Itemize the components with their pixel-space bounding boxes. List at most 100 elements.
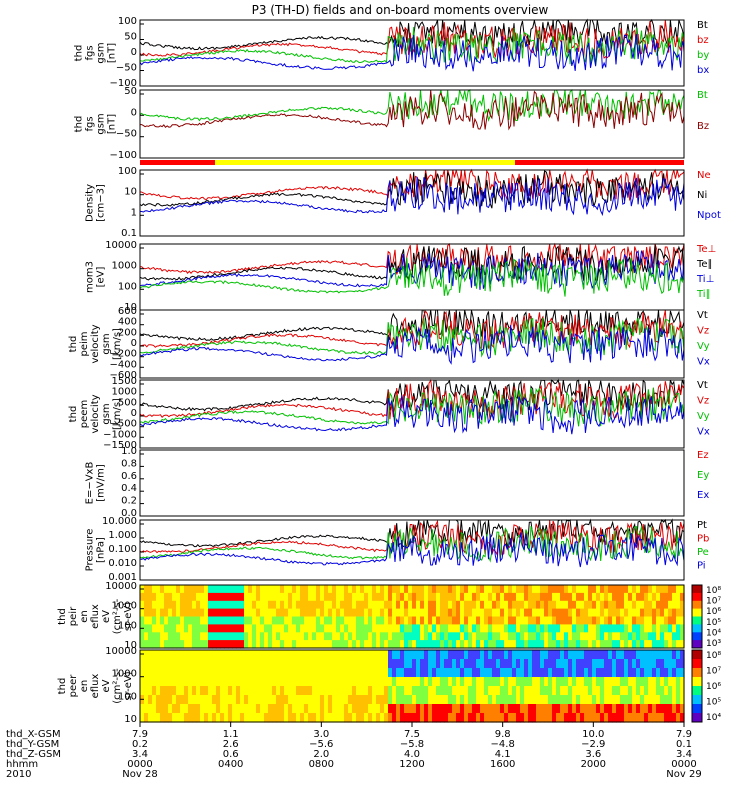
spectrogram-cell — [496, 585, 501, 594]
spectrogram-cell — [392, 640, 397, 649]
spectrogram-cell — [360, 585, 365, 594]
spectrogram-cell — [260, 624, 265, 633]
spectrogram-cell — [572, 592, 577, 602]
spectrogram-cell — [360, 686, 365, 696]
spectrogram-cell — [576, 659, 581, 669]
spectrogram-cell — [260, 686, 265, 696]
spectrogram-cell — [504, 650, 509, 660]
spectrogram-cell — [268, 600, 273, 610]
spectrogram-cell — [328, 668, 333, 678]
spectrogram-cell — [620, 713, 625, 723]
spectrogram-cell — [616, 624, 621, 633]
spectrogram-cell — [280, 600, 285, 610]
spectrogram-cell — [168, 608, 173, 618]
spectrogram-cell — [320, 616, 325, 625]
spectrogram-cell — [656, 713, 661, 723]
spectrogram-cell — [320, 659, 325, 669]
spectrogram-cell — [500, 713, 505, 723]
spectrogram-cell — [252, 608, 257, 618]
spectrogram-cell — [676, 695, 681, 705]
spectrogram-cell — [648, 650, 653, 660]
spectrogram-cell — [316, 659, 321, 669]
spectrogram-cell — [236, 624, 241, 633]
spectrogram-cell — [280, 616, 285, 625]
spectrogram-cell — [660, 677, 665, 687]
spectrogram-cell — [628, 713, 633, 723]
region-segment — [215, 160, 515, 165]
spectrogram-cell — [672, 704, 677, 714]
spectrogram-cell — [276, 686, 281, 696]
spectrogram-cell — [272, 600, 277, 610]
y-axis-label: (cm²-s- — [112, 668, 123, 704]
spectrogram-cell — [400, 624, 405, 633]
spectrogram-cell — [312, 686, 317, 696]
spectrogram-cell — [320, 677, 325, 687]
spectrogram-cell — [472, 677, 477, 687]
spectrogram-cell — [376, 592, 381, 602]
spectrogram-cell — [456, 632, 461, 641]
spectrogram-cell — [260, 640, 265, 649]
spectrogram-cell — [192, 624, 197, 633]
spectrogram-cell — [556, 624, 561, 633]
spectrogram-cell — [312, 616, 317, 625]
spectrogram-cell — [328, 632, 333, 641]
spectrogram-cell — [392, 695, 397, 705]
spectrogram-cell — [496, 650, 501, 660]
spectrogram-cell — [168, 677, 173, 687]
spectrogram-cell — [552, 632, 557, 641]
spectrogram-cell — [668, 668, 673, 678]
spectrogram-cell — [420, 695, 425, 705]
spectrogram-cell — [204, 600, 209, 610]
spectrogram-cell — [328, 624, 333, 633]
spectrogram-cell — [556, 686, 561, 696]
spectrogram-cell — [612, 713, 617, 723]
spectrogram-cell — [376, 668, 381, 678]
spectrogram-cell — [536, 677, 541, 687]
spectrogram-cell — [652, 713, 657, 723]
spectrogram-cell — [380, 608, 385, 618]
spectrogram-cell — [336, 668, 341, 678]
spectrogram-cell — [228, 585, 233, 594]
spectrogram-cell — [376, 585, 381, 594]
spectrogram-cell — [380, 695, 385, 705]
spectrogram-cell — [184, 608, 189, 618]
spectrogram-cell — [564, 686, 569, 696]
spectrogram-cell — [660, 592, 665, 602]
spectrogram-cell — [448, 624, 453, 633]
spectrogram-cell — [368, 695, 373, 705]
spectrogram-cell — [568, 624, 573, 633]
spectrogram-cell — [192, 592, 197, 602]
spectrogram-cell — [436, 713, 441, 723]
spectrogram-cell — [468, 632, 473, 641]
spectrogram-cell — [344, 704, 349, 714]
spectrogram-cell — [568, 677, 573, 687]
spectrogram-cell — [412, 608, 417, 618]
spectrogram-cell — [580, 585, 585, 594]
y-axis-label: [km/s] — [112, 398, 123, 430]
spectrogram-cell — [452, 695, 457, 705]
spectrogram-cell — [360, 704, 365, 714]
footer-value: 0400 — [218, 759, 243, 770]
spectrogram-cell — [580, 668, 585, 678]
spectrogram-cell — [640, 695, 645, 705]
spectrogram-cell — [284, 632, 289, 641]
spectrogram-cell — [600, 659, 605, 669]
spectrogram-cell — [520, 704, 525, 714]
spectrogram-cell — [524, 600, 529, 610]
spectrogram-cell — [464, 624, 469, 633]
spectrogram-cell — [192, 616, 197, 625]
spectrogram-cell — [468, 585, 473, 594]
spectrogram-cell — [632, 608, 637, 618]
spectrogram-cell — [660, 713, 665, 723]
spectrogram-cell — [304, 640, 309, 649]
spectrogram-cell — [500, 695, 505, 705]
spectrogram-cell — [160, 695, 165, 705]
spectrogram-cell — [556, 592, 561, 602]
spectrogram-cell — [216, 640, 221, 649]
spectrogram-cell — [652, 650, 657, 660]
spectrogram-cell — [364, 608, 369, 618]
spectrogram-cell — [536, 592, 541, 602]
spectrogram-cell — [280, 640, 285, 649]
spectrogram-cell — [596, 695, 601, 705]
spectrogram-cell — [356, 585, 361, 594]
